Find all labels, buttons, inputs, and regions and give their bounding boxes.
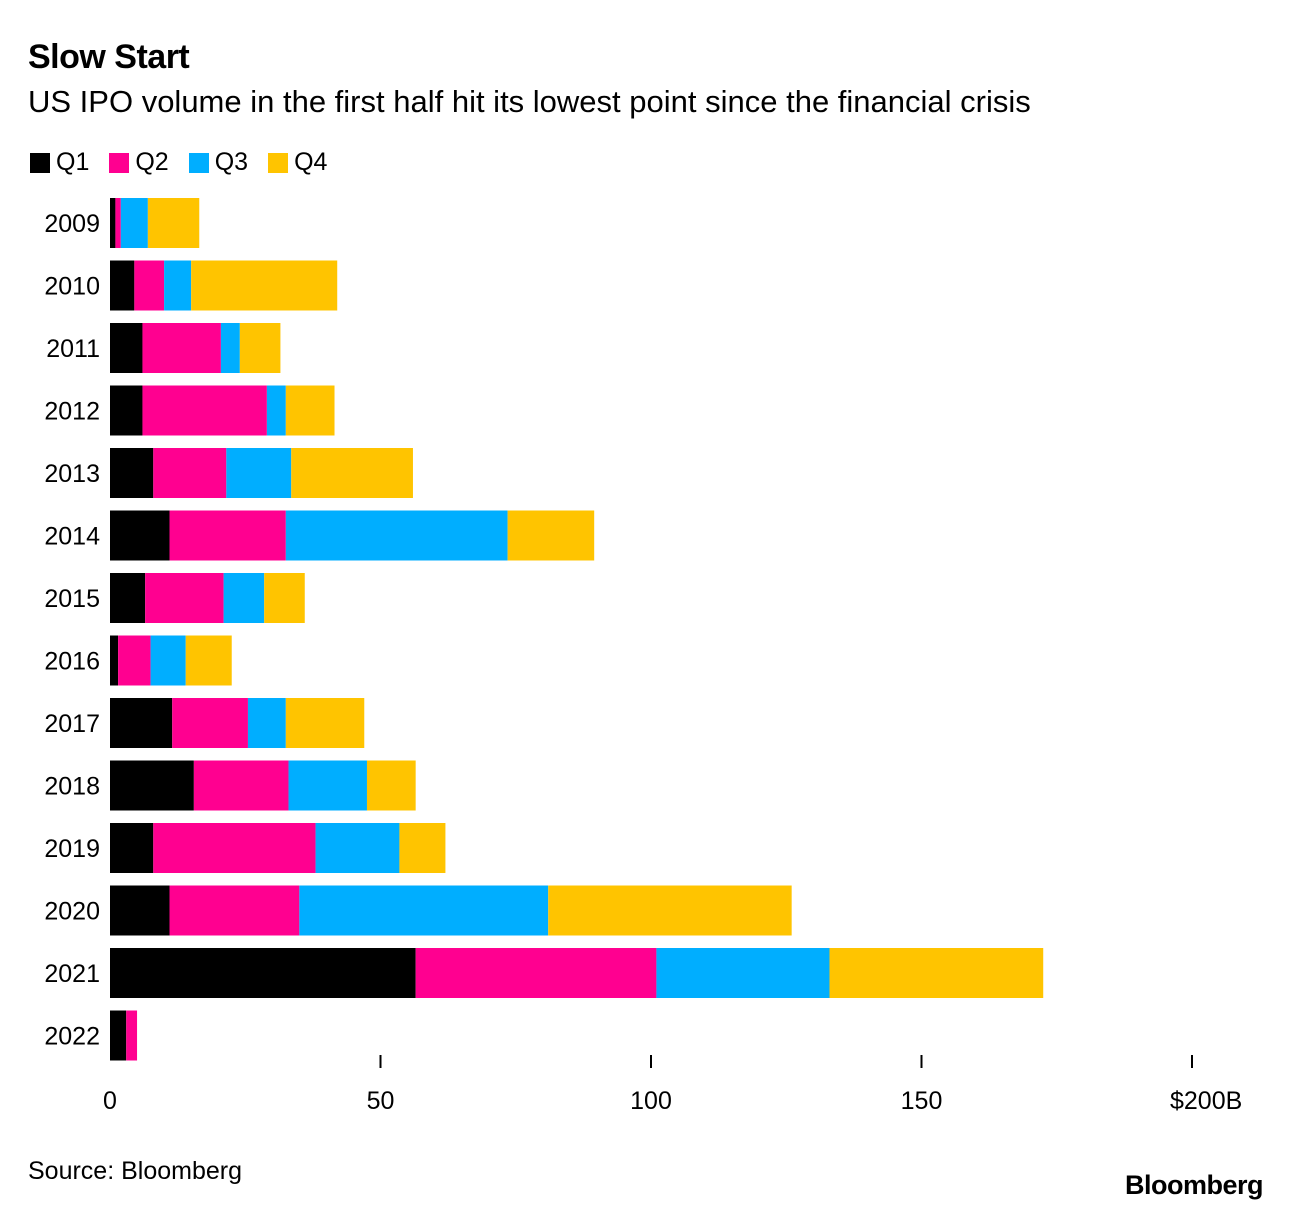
- bar-2016-q3: [150, 635, 186, 686]
- bar-2018-q1: [110, 760, 194, 811]
- category-label-2018: 2018: [44, 773, 100, 801]
- bar-2014-q3: [285, 510, 508, 561]
- x-tick-label-0: 0: [103, 1087, 117, 1115]
- category-label-2013: 2013: [44, 460, 100, 488]
- bar-2021-q3: [656, 948, 830, 998]
- bar-2020-q3: [299, 885, 549, 936]
- bar-2015-q4: [264, 573, 305, 623]
- legend-item-q2: Q2: [109, 148, 169, 177]
- bar-2019-q3: [315, 823, 400, 873]
- bar-2014-q2: [169, 510, 286, 561]
- bar-2015-q2: [145, 573, 224, 623]
- bar-2017-q4: [285, 698, 365, 748]
- legend-swatch-q2: [109, 152, 130, 173]
- bar-2020-q1: [110, 885, 170, 936]
- category-label-2022: 2022: [44, 1023, 100, 1051]
- bar-2010-q1: [110, 260, 135, 311]
- bar-2013-q1: [110, 448, 154, 498]
- legend-swatch-q1: [30, 152, 50, 173]
- bar-2022-q2: [126, 1010, 138, 1061]
- x-tick-label-100: 100: [630, 1087, 672, 1115]
- bar-2016-q1: [110, 635, 119, 686]
- category-label-2021: 2021: [44, 960, 100, 988]
- bar-2017-q3: [247, 698, 286, 748]
- legend-item-q1: Q1: [30, 148, 89, 177]
- bar-2016-q2: [118, 635, 151, 686]
- bar-2013-q3: [226, 448, 292, 498]
- legend-swatch-q4: [268, 152, 289, 173]
- legend-label-q4: Q4: [294, 148, 328, 176]
- bar-2012-q2: [142, 385, 267, 436]
- bar-2018-q4: [366, 760, 416, 811]
- bar-2022-q1: [110, 1010, 127, 1061]
- legend-item-q4: Q4: [268, 148, 327, 177]
- bar-2020-q2: [169, 885, 300, 936]
- category-label-2011: 2011: [46, 335, 100, 363]
- category-label-2009: 2009: [44, 210, 100, 238]
- legend-item-q3: Q3: [188, 148, 249, 177]
- bar-2009-q2: [115, 198, 121, 248]
- bar-2021-q4: [829, 948, 1044, 998]
- bar-2014-q1: [110, 510, 170, 561]
- bar-2009-q1: [110, 198, 116, 248]
- bar-2009-q3: [120, 198, 148, 248]
- bar-2019-q1: [110, 823, 154, 873]
- bar-2009-q4: [147, 198, 200, 248]
- bar-2012-q3: [266, 385, 286, 436]
- category-label-2012: 2012: [44, 398, 100, 426]
- category-label-2020: 2020: [44, 898, 100, 926]
- source-note: Source: Bloomberg: [28, 1157, 243, 1185]
- x-tick-label-200: $200B: [1170, 1087, 1242, 1115]
- stacked-bar-chart: 2009 2010 2011 2012 2013 2014 2015 2016 2017 2018…: [44, 198, 1242, 1115]
- bar-2021-q2: [415, 948, 657, 998]
- bar-2017-q1: [110, 698, 173, 748]
- category-label-2016: 2016: [44, 648, 100, 676]
- x-tick-label-150: 150: [901, 1087, 943, 1115]
- legend-swatch-q3: [188, 152, 209, 173]
- legend-label-q2: Q2: [135, 148, 169, 176]
- bar-2012-q4: [285, 385, 335, 436]
- legend: Q1 Q2 Q3 Q4: [30, 148, 347, 177]
- bloomberg-logo: Bloomberg: [1124, 1170, 1264, 1200]
- x-tick-label-50: 50: [367, 1087, 395, 1115]
- legend-label-q1: Q1: [56, 148, 90, 176]
- bar-2019-q2: [153, 823, 316, 873]
- bar-2020-q4: [548, 885, 792, 936]
- bar-2010-q2: [134, 260, 165, 311]
- category-label-2010: 2010: [44, 273, 100, 301]
- bar-2011-q4: [239, 323, 281, 373]
- category-label-2017: 2017: [44, 710, 100, 738]
- bar-2011-q2: [142, 323, 221, 373]
- bar-2015-q1: [110, 573, 146, 623]
- bar-2015-q3: [223, 573, 265, 623]
- category-label-2014: 2014: [44, 523, 100, 551]
- bar-2010-q4: [191, 260, 338, 311]
- bar-2016-q4: [185, 635, 232, 686]
- legend-label-q3: Q3: [214, 148, 249, 176]
- bar-2018-q3: [288, 760, 367, 811]
- bar-2014-q4: [507, 510, 595, 561]
- category-label-2015: 2015: [44, 585, 100, 613]
- category-label-2019: 2019: [44, 835, 100, 863]
- bar-2017-q2: [172, 698, 248, 748]
- chart-title: Slow Start: [28, 38, 190, 76]
- bar-2013-q4: [291, 448, 413, 498]
- bar-2018-q2: [193, 760, 289, 811]
- bar-2011-q3: [220, 323, 240, 373]
- chart-subtitle: US IPO volume in the first half hit its …: [28, 84, 1031, 119]
- bar-2013-q2: [153, 448, 227, 498]
- bar-2011-q1: [110, 323, 143, 373]
- bar-2012-q1: [110, 385, 143, 436]
- bar-2021-q1: [110, 948, 416, 998]
- bar-2010-q3: [164, 260, 192, 311]
- bar-2019-q4: [399, 823, 446, 873]
